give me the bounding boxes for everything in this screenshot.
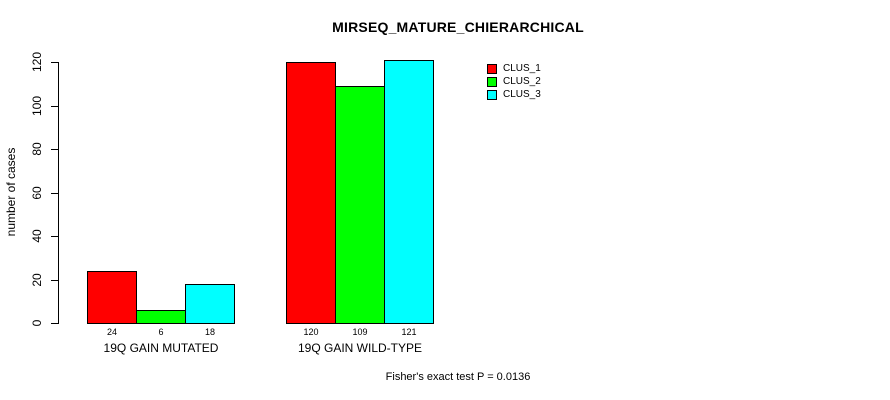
y-axis-tick xyxy=(51,62,58,63)
legend-label: CLUS_3 xyxy=(503,89,541,100)
y-axis-tick xyxy=(51,149,58,150)
legend-row-clus_2: CLUS_2 xyxy=(487,75,541,88)
legend-color-swatch xyxy=(487,63,497,74)
y-axis-tick-label: 40 xyxy=(30,229,44,243)
legend: CLUS_1 CLUS_2 CLUS_3 xyxy=(487,62,541,101)
y-axis-tick xyxy=(51,279,58,281)
bar-clus_1-group2 xyxy=(286,62,336,324)
bar-clus_1-group1 xyxy=(87,270,137,324)
legend-row-clus_1: CLUS_1 xyxy=(487,62,541,75)
x-category-label: 19Q GAIN WILD-TYPE xyxy=(297,341,423,355)
y-axis-tick-label: 20 xyxy=(30,272,44,287)
y-axis-tick xyxy=(51,105,58,107)
y-axis-title: number of cases xyxy=(4,147,18,237)
legend-label: CLUS_2 xyxy=(503,76,541,87)
legend-color-swatch xyxy=(487,76,497,87)
bar-clus_2-group1 xyxy=(136,309,186,324)
bar-value-label: 121 xyxy=(401,327,417,337)
bar-value-label: 109 xyxy=(352,327,368,337)
y-axis-tick-label: 100 xyxy=(30,95,44,116)
bar-clus_2-group2 xyxy=(335,85,385,324)
y-axis-line xyxy=(58,62,59,324)
y-axis-tick xyxy=(51,323,58,324)
bar-value-label: 6 xyxy=(158,327,164,337)
y-axis-tick-label: 0 xyxy=(30,319,44,327)
y-axis-tick-label: 120 xyxy=(30,51,44,73)
chart-title: MIRSEQ_MATURE_CHIERARCHICAL xyxy=(332,19,584,35)
bar-value-label: 120 xyxy=(303,327,319,337)
x-category-label: 19Q GAIN MUTATED xyxy=(103,341,219,355)
y-axis-tick xyxy=(51,236,58,237)
legend-label: CLUS_1 xyxy=(503,63,541,74)
y-axis-tick-label: 80 xyxy=(30,142,44,156)
y-axis-tick-label: 60 xyxy=(30,185,44,200)
y-axis-tick xyxy=(51,192,58,194)
bar-clus_3-group2 xyxy=(384,59,434,324)
bar-value-label: 24 xyxy=(106,327,117,337)
bar-value-label: 18 xyxy=(204,327,215,337)
legend-color-swatch xyxy=(487,89,497,100)
fisher-test-annotation: Fisher's exact test P = 0.0136 xyxy=(385,371,531,383)
bar-clus_3-group1 xyxy=(185,283,235,324)
legend-row-clus_3: CLUS_3 xyxy=(487,88,541,101)
